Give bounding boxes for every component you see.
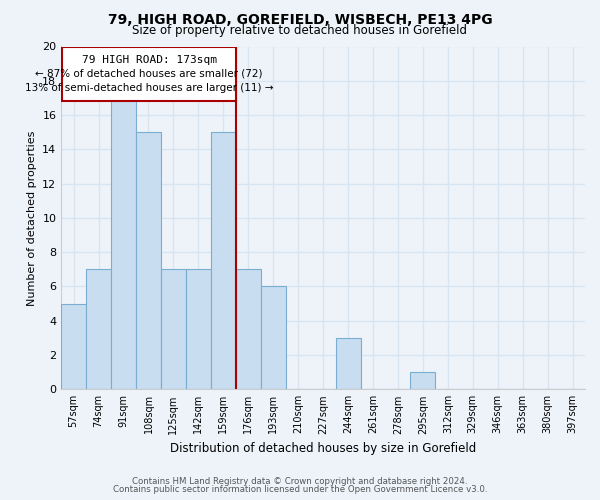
Bar bbox=[186, 270, 211, 390]
Bar bbox=[261, 286, 286, 390]
Text: Size of property relative to detached houses in Gorefield: Size of property relative to detached ho… bbox=[133, 24, 467, 37]
Text: Contains HM Land Registry data © Crown copyright and database right 2024.: Contains HM Land Registry data © Crown c… bbox=[132, 477, 468, 486]
Bar bbox=[211, 132, 236, 390]
Bar bbox=[161, 270, 186, 390]
Text: 79, HIGH ROAD, GOREFIELD, WISBECH, PE13 4PG: 79, HIGH ROAD, GOREFIELD, WISBECH, PE13 … bbox=[107, 12, 493, 26]
Text: ← 87% of detached houses are smaller (72): ← 87% of detached houses are smaller (72… bbox=[35, 69, 263, 79]
Bar bbox=[61, 304, 86, 390]
Bar bbox=[62, 48, 236, 102]
Y-axis label: Number of detached properties: Number of detached properties bbox=[26, 130, 37, 306]
Bar bbox=[410, 372, 436, 390]
X-axis label: Distribution of detached houses by size in Gorefield: Distribution of detached houses by size … bbox=[170, 442, 476, 455]
Bar bbox=[86, 270, 111, 390]
Text: 79 HIGH ROAD: 173sqm: 79 HIGH ROAD: 173sqm bbox=[82, 55, 217, 65]
Bar bbox=[335, 338, 361, 390]
Text: Contains public sector information licensed under the Open Government Licence v3: Contains public sector information licen… bbox=[113, 485, 487, 494]
Text: 13% of semi-detached houses are larger (11) →: 13% of semi-detached houses are larger (… bbox=[25, 84, 274, 94]
Bar bbox=[136, 132, 161, 390]
Bar bbox=[236, 270, 261, 390]
Bar bbox=[111, 98, 136, 390]
